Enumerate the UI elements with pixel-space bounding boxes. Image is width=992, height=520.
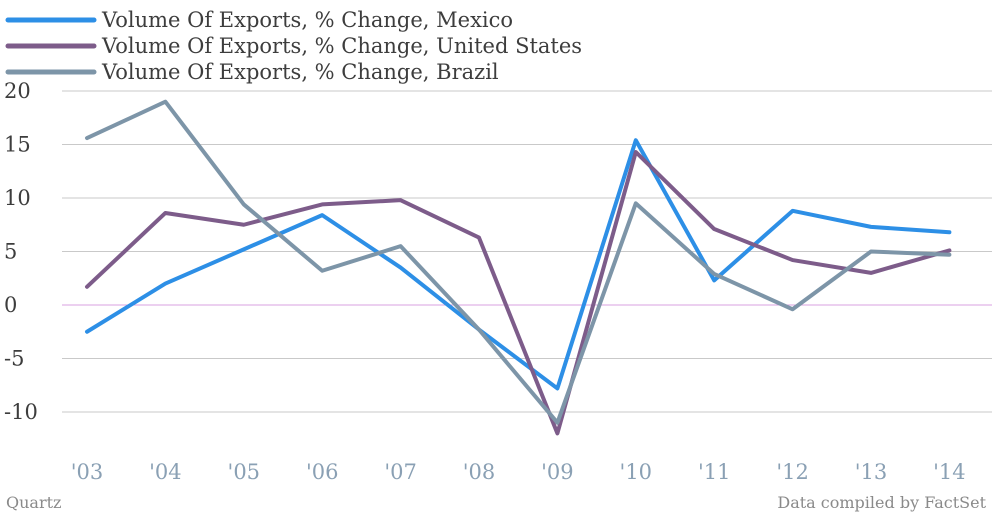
y-tick-label: 20 <box>4 79 31 103</box>
x-tick-label: '12 <box>776 460 809 484</box>
x-tick-label: '10 <box>620 460 653 484</box>
series-line-2 <box>85 99 952 425</box>
x-tick-label: '08 <box>463 460 496 484</box>
x-tick-label: '09 <box>541 460 574 484</box>
x-tick-label: '05 <box>228 460 261 484</box>
y-axis-ticks: 20 15 10 5 0 -5 -10 <box>4 79 38 424</box>
series-line-0 <box>85 138 952 391</box>
y-tick-label: 10 <box>4 186 31 210</box>
x-tick-label: '07 <box>384 460 417 484</box>
x-tick-label: '03 <box>71 460 104 484</box>
y-tick-label: 15 <box>4 133 31 157</box>
source-left: Quartz <box>6 493 61 512</box>
source-right: Data compiled by FactSet <box>777 493 986 512</box>
series-lines <box>85 99 952 436</box>
x-tick-label: '11 <box>698 460 731 484</box>
series-line-1 <box>85 149 952 436</box>
y-tick-label: -10 <box>4 400 38 424</box>
x-tick-label: '14 <box>933 460 966 484</box>
x-tick-label: '06 <box>306 460 339 484</box>
x-tick-label: '04 <box>149 460 182 484</box>
y-tick-label: -5 <box>4 347 24 371</box>
legend-label-0: Volume Of Exports, % Change, Mexico <box>101 8 513 32</box>
x-tick-label: '13 <box>855 460 888 484</box>
legend: Volume Of Exports, % Change, MexicoVolum… <box>5 8 582 84</box>
y-tick-label: 0 <box>4 293 17 317</box>
legend-label-1: Volume Of Exports, % Change, United Stat… <box>101 34 582 58</box>
x-axis-ticks: '03 '04 '05 '06 '07 '08 '09 '10 '11 '12 '13 '14 <box>71 460 966 484</box>
legend-label-2: Volume Of Exports, % Change, Brazil <box>101 60 499 84</box>
y-tick-label: 5 <box>4 240 17 264</box>
